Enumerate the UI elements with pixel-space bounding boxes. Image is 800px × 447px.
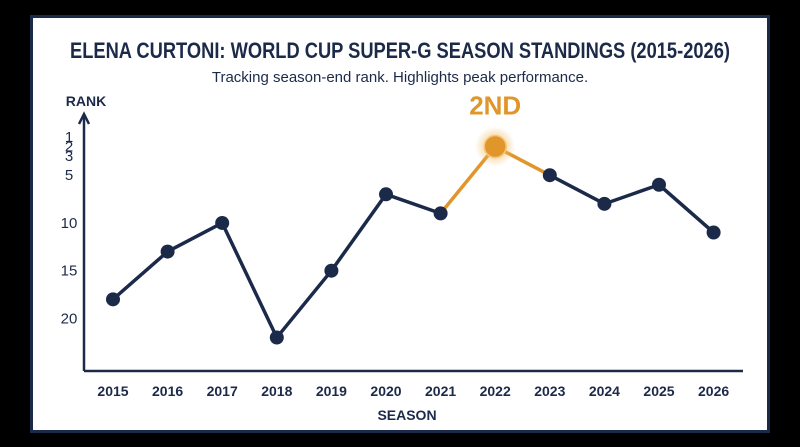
y-tick-label: 15 — [61, 263, 78, 280]
chart-svg: ELENA CURTONI: WORLD CUP SUPER-G SEASON … — [61, 38, 743, 423]
series-lines — [111, 144, 716, 340]
series-segment — [111, 249, 170, 302]
x-tick-label: 2019 — [316, 383, 347, 399]
data-point — [215, 215, 230, 230]
data-point — [324, 263, 339, 278]
y-axis-label: RANK — [66, 93, 106, 109]
x-tick-label: 2024 — [589, 383, 620, 399]
y-tick-label: 3 — [65, 148, 73, 165]
series-segment — [165, 221, 224, 254]
peak-point — [483, 134, 507, 159]
x-tick-label: 2023 — [534, 383, 565, 399]
x-ticks: 2015 2016 2017 2018 2019 2020 2021 2022 2023 2024… — [97, 383, 729, 399]
series-points — [106, 126, 721, 345]
series-segment — [384, 192, 443, 216]
y-tick-label: 1 — [65, 129, 73, 146]
data-point — [542, 168, 557, 183]
x-tick-label: 2017 — [207, 383, 238, 399]
chart-title: ELENA CURTONI: WORLD CUP SUPER-G SEASON … — [70, 38, 730, 63]
x-tick-label: 2018 — [261, 383, 292, 399]
x-tick-label: 2020 — [370, 383, 401, 399]
peak-label: 2ND — [469, 91, 521, 121]
x-axis-label: SEASON — [377, 407, 436, 423]
y-axis-arrow-icon — [77, 111, 91, 125]
x-tick-label: 2016 — [152, 383, 183, 399]
y-tick-label: 2 — [65, 139, 73, 156]
data-point — [706, 225, 721, 240]
x-tick-label: 2025 — [643, 383, 674, 399]
y-tick-label: 5 — [65, 167, 73, 184]
x-tick-label: 2015 — [97, 383, 128, 399]
series-segment — [657, 183, 716, 235]
series-segment — [602, 183, 661, 206]
data-point — [379, 187, 393, 202]
data-point — [269, 330, 284, 345]
series-segment — [548, 173, 607, 206]
data-point — [433, 206, 448, 221]
series-segment — [275, 268, 334, 340]
data-point — [106, 292, 120, 307]
x-tick-label: 2021 — [425, 383, 456, 399]
data-point — [652, 177, 666, 192]
axes — [77, 111, 743, 373]
data-point — [160, 244, 175, 259]
data-point — [597, 196, 612, 211]
annotations: 2ND — [469, 91, 521, 121]
series-segment — [220, 221, 279, 340]
y-tick-label: 20 — [61, 310, 78, 327]
x-tick-label: 2022 — [480, 383, 511, 399]
chart-card: ELENA CURTONI: WORLD CUP SUPER-G SEASON … — [30, 15, 770, 433]
chart-subtitle: Tracking season-end rank. Highlights pea… — [212, 69, 588, 86]
series-segment — [329, 192, 388, 273]
y-tick-label: 10 — [61, 215, 78, 232]
x-tick-label: 2026 — [698, 383, 729, 399]
y-ticks: 123 5 10 15 20 — [61, 129, 78, 327]
